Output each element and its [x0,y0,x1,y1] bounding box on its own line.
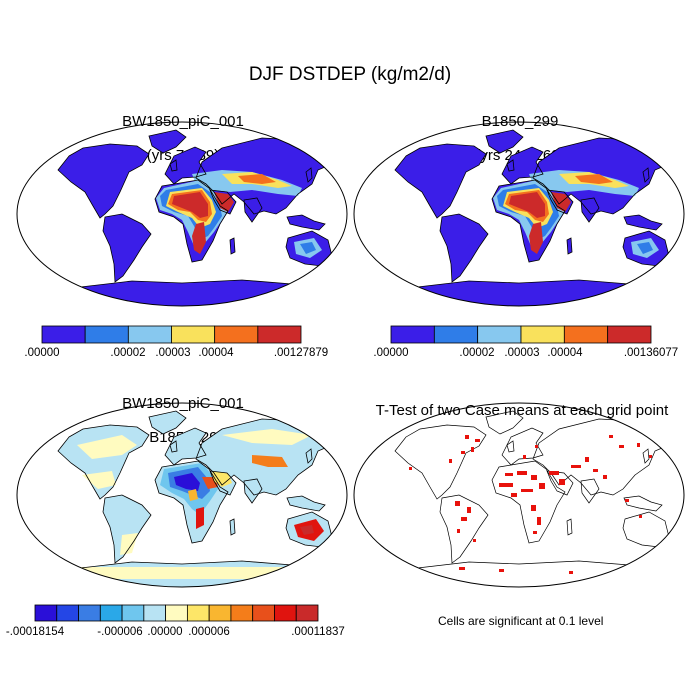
map-panel-case2 [354,130,684,314]
colorbar-swatch [257,325,302,344]
colorbar-tick-label: .00000 [147,626,183,638]
colorbar-tick-label: -.00018154 [5,626,65,638]
map-frame-diff [16,402,348,588]
map-panel-diff [17,411,347,595]
colorbar-swatch [208,604,232,622]
map-frame-case1 [16,121,348,307]
case2-title-line1: B1850_299 [481,113,559,130]
colorbar-tick-label: .00003 [504,347,540,359]
colorbar-swatch [99,604,123,622]
colorbar-swatch [56,604,79,622]
figure-title: DJF DSTDEP (kg/m2/d) [248,64,452,85]
map-frame-ttest [353,402,685,588]
colorbar-swatch [520,325,565,344]
map-panel-ttest [354,411,684,595]
colorbar-tick-label: .000006 [188,626,230,638]
colorbar-swatch [390,325,435,344]
colorbar-tick-label: .00004 [547,347,583,359]
significance-note: Cells are significant at 0.1 level [438,614,604,628]
colorbar-swatch [171,325,216,344]
colorbar-case2 [390,325,652,344]
colorbar-diff [34,604,319,622]
colorbar-swatch [214,325,259,344]
map-panel-case1 [17,130,347,314]
colorbar-swatch [121,604,145,622]
colorbar-swatch [84,325,129,344]
case1-title-line1: BW1850_piC_001 [122,113,244,130]
colorbar-swatch [563,325,609,344]
colorbar-swatch [295,604,319,622]
colorbar-swatch [165,604,188,622]
colorbar-tick-label: .00000 [373,347,409,359]
colorbar-tick-label: .00011837 [291,626,345,638]
colorbar-tick-label: .00002 [459,347,495,359]
colorbar-swatch [274,604,297,622]
colorbar-tick-label: .00000 [24,347,60,359]
colorbar-swatch [34,604,58,622]
colorbar-swatch [41,325,86,344]
colorbar-swatch [143,604,167,622]
map-frame-case2 [353,121,685,307]
colorbar-swatch [252,604,275,622]
colorbar-case1 [41,325,302,344]
colorbar-tick-label: .00136077 [623,347,679,359]
colorbar-tick-label: .00004 [198,347,234,359]
colorbar-swatch [607,325,652,344]
colorbar-swatch [186,604,210,622]
colorbar-swatch [433,325,479,344]
significant-cells [399,435,652,574]
colorbar-tick-label: .00127879 [273,347,329,359]
colorbar-swatch [78,604,101,622]
colorbar-swatch [127,325,172,344]
colorbar-swatch [230,604,254,622]
colorbar-tick-label: .00003 [155,347,191,359]
colorbar-tick-label: -.000006 [97,626,143,638]
colorbar-tick-label: .00002 [110,347,146,359]
colorbar-swatch [477,325,522,344]
